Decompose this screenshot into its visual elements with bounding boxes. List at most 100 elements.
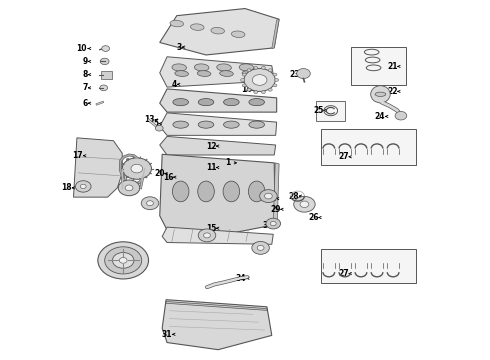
Ellipse shape [231,31,245,37]
Ellipse shape [175,71,189,76]
Circle shape [125,185,133,191]
FancyBboxPatch shape [351,47,406,85]
Polygon shape [273,163,279,225]
Circle shape [198,229,216,242]
Polygon shape [160,136,276,155]
Polygon shape [162,227,273,244]
Text: 7: 7 [83,83,88,92]
Text: 5: 5 [154,119,159,128]
Polygon shape [272,19,279,49]
Text: 28: 28 [289,192,299,201]
Ellipse shape [173,121,189,128]
Circle shape [300,201,309,207]
Circle shape [395,111,407,120]
Ellipse shape [197,71,211,76]
Ellipse shape [249,99,265,106]
FancyBboxPatch shape [320,129,416,165]
Circle shape [244,68,275,91]
Text: 21: 21 [387,62,397,71]
Text: 24: 24 [375,112,385,121]
Ellipse shape [223,181,240,202]
Circle shape [262,66,266,69]
Text: 27: 27 [338,152,349,161]
Ellipse shape [375,92,386,96]
Circle shape [252,75,267,85]
Circle shape [266,218,281,229]
Ellipse shape [248,181,265,202]
Circle shape [100,58,109,64]
Circle shape [203,233,210,238]
Text: 3: 3 [177,42,182,51]
Text: 14: 14 [241,85,251,94]
Ellipse shape [191,24,204,30]
Text: 20: 20 [154,169,165,178]
Text: 23: 23 [290,70,300,79]
Polygon shape [160,154,275,234]
FancyBboxPatch shape [320,249,416,283]
Circle shape [260,190,277,203]
Circle shape [247,88,251,91]
Circle shape [257,246,264,250]
Text: 19: 19 [143,201,153,210]
Ellipse shape [173,99,189,106]
Circle shape [100,85,108,91]
Ellipse shape [172,64,187,71]
Circle shape [119,257,127,263]
Text: 15: 15 [206,224,216,233]
Circle shape [98,242,148,279]
FancyBboxPatch shape [101,71,112,79]
Text: 34: 34 [236,274,246,283]
Text: 12: 12 [206,141,216,150]
Ellipse shape [249,121,265,128]
Circle shape [269,69,272,72]
Circle shape [252,242,270,254]
Polygon shape [162,300,272,350]
Text: 4: 4 [172,80,177,89]
Circle shape [254,66,258,69]
Ellipse shape [223,121,239,128]
Circle shape [254,91,258,94]
Circle shape [102,46,110,51]
Circle shape [122,158,151,179]
Circle shape [155,125,163,131]
Circle shape [141,197,159,210]
Circle shape [270,221,276,226]
Ellipse shape [195,64,209,71]
Text: 29: 29 [270,205,281,214]
Text: 30: 30 [108,258,119,267]
Circle shape [275,78,279,81]
Circle shape [80,184,86,189]
Circle shape [147,201,153,206]
Ellipse shape [170,20,184,27]
Text: 26: 26 [308,213,318,222]
Ellipse shape [371,86,390,103]
Circle shape [265,193,272,199]
Circle shape [242,84,246,87]
Ellipse shape [198,181,214,202]
Text: 33: 33 [263,221,273,230]
FancyBboxPatch shape [316,101,345,121]
Polygon shape [166,301,267,310]
Ellipse shape [242,71,256,76]
Text: 10: 10 [76,44,87,53]
Text: 31: 31 [162,330,172,339]
Text: 6: 6 [83,99,88,108]
Circle shape [241,78,245,81]
Text: 1: 1 [225,158,231,167]
Text: 25: 25 [313,106,323,115]
Text: 13: 13 [145,116,155,125]
Circle shape [294,197,315,212]
Circle shape [296,68,310,78]
Circle shape [131,164,143,173]
Ellipse shape [211,27,224,34]
Circle shape [113,252,134,268]
Ellipse shape [239,64,254,71]
Circle shape [273,73,277,76]
Ellipse shape [172,181,189,202]
Text: 18: 18 [61,183,72,192]
Circle shape [105,247,142,274]
Text: 32: 32 [253,243,264,252]
Circle shape [262,91,266,94]
Ellipse shape [198,99,214,106]
Text: 16: 16 [163,173,173,182]
